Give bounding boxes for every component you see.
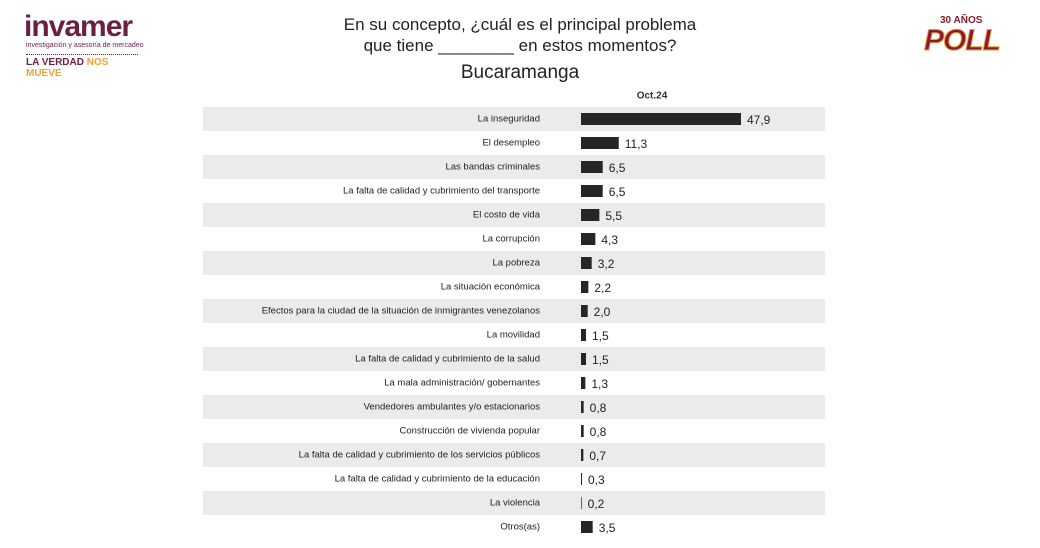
bar (581, 113, 741, 125)
value-label: 1,5 (592, 329, 609, 343)
chart-title: En su concepto, ¿cuál es el principal pr… (343, 15, 697, 55)
category-label: La falta de calidad y cubrimiento de los… (299, 450, 541, 461)
value-label: 47,9 (747, 113, 771, 127)
bar (581, 449, 584, 461)
series-label: Oct.24 (637, 91, 668, 102)
brand-logo: invamer (24, 10, 133, 43)
bar (581, 497, 582, 509)
bar (581, 161, 603, 173)
bar (581, 353, 587, 365)
value-label: 0,8 (590, 425, 607, 439)
category-label: La movilidad (487, 330, 540, 341)
value-label: 3,5 (599, 521, 616, 535)
bar (581, 185, 603, 197)
bar (581, 209, 600, 221)
value-label: 1,3 (591, 377, 608, 391)
category-label: La pobreza (492, 258, 540, 269)
value-label: 0,2 (588, 497, 605, 511)
value-label: 5,5 (605, 209, 622, 223)
value-label: 0,3 (588, 473, 605, 487)
row-band (203, 347, 825, 371)
category-label: El desempleo (482, 138, 540, 149)
bar (581, 329, 587, 341)
bar (581, 473, 583, 485)
row-band (203, 443, 825, 467)
brand-tagline: investigación y asesoría de mercadeo (26, 42, 144, 49)
category-label: Efectos para la ciudad de la situación d… (262, 306, 541, 317)
bar (581, 233, 596, 245)
slogan-part: NOS MUEVE (26, 57, 109, 79)
category-label: La corrupción (482, 234, 540, 245)
bar (581, 305, 588, 317)
row-band (203, 203, 825, 227)
row-band (203, 491, 825, 515)
bar (581, 257, 592, 269)
category-label: El costo de vida (473, 210, 541, 221)
brand-slogan: LA VERDAD NOS MUEVE (26, 54, 138, 79)
bar (581, 137, 619, 149)
value-label: 1,5 (592, 353, 609, 367)
category-label: Las bandas criminales (445, 162, 540, 173)
category-label: Otros(as) (500, 522, 540, 533)
bar (581, 377, 586, 389)
badge: POLL (924, 24, 1002, 58)
value-label: 3,2 (598, 257, 615, 271)
row-band (203, 395, 825, 419)
category-label: Vendedores ambulantes y/o estacionarios (364, 402, 541, 413)
value-label: 0,7 (589, 449, 606, 463)
category-label: Construcción de vivienda popular (400, 426, 540, 437)
value-label: 4,3 (601, 233, 618, 247)
bar (581, 521, 593, 533)
value-label: 0,8 (590, 401, 607, 415)
category-label: La falta de calidad y cubrimiento de la … (335, 474, 540, 485)
chart-subtitle: Bucaramanga (460, 62, 580, 83)
bar (581, 425, 584, 437)
value-label: 6,5 (609, 161, 626, 175)
row-band (203, 251, 825, 275)
row-band (203, 299, 825, 323)
category-label: La situación económica (441, 282, 541, 293)
category-label: La falta de calidad y cubrimiento del tr… (343, 186, 540, 197)
bar (581, 401, 584, 413)
value-label: 2,2 (594, 281, 611, 295)
value-label: 2,0 (594, 305, 611, 319)
value-label: 11,3 (625, 137, 648, 151)
category-label: La falta de calidad y cubrimiento de la … (355, 354, 540, 365)
category-label: La violencia (490, 498, 541, 509)
badge-top: 30 AÑOS (940, 15, 983, 26)
bar (581, 281, 589, 293)
category-label: La inseguridad (478, 114, 540, 125)
row-band (203, 155, 825, 179)
category-label: La mala administración/ gobernantes (384, 378, 540, 389)
value-label: 6,5 (609, 185, 626, 199)
slogan-part: LA VERDAD (26, 57, 84, 68)
